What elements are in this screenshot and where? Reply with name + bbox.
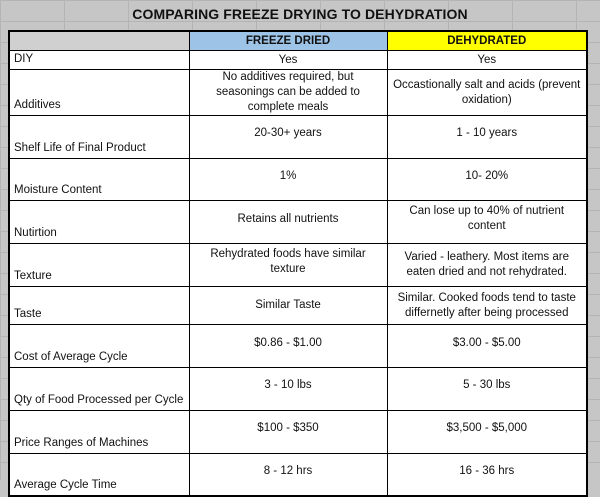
comparison-table: FREEZE DRIED DEHYDRATED DIY Yes Yes Addi… bbox=[8, 30, 588, 497]
dehydrated-header: DEHYDRATED bbox=[386, 30, 588, 51]
row-label: Nutirtion bbox=[8, 200, 190, 245]
freeze-dried-cell: 3 - 10 lbs bbox=[188, 367, 388, 411]
freeze-dried-cell: No additives required, but seasonings ca… bbox=[188, 69, 388, 116]
table-row: Nutirtion Retains all nutrients Can lose… bbox=[8, 200, 588, 245]
dehydrated-cell: 10- 20% bbox=[386, 157, 588, 202]
dehydrated-cell: $3,500 - $5,000 bbox=[386, 409, 588, 454]
dehydrated-cell: Similar. Cooked foods tend to taste diff… bbox=[386, 285, 588, 326]
row-label: Cost of Average Cycle bbox=[8, 324, 190, 369]
table-row: Shelf Life of Final Product 20-30+ years… bbox=[8, 115, 588, 159]
freeze-dried-cell: Rehydrated foods have similar texture bbox=[188, 243, 388, 287]
dehydrated-cell: 16 - 36 hrs bbox=[386, 452, 588, 497]
row-label: Qty of Food Processed per Cycle bbox=[8, 367, 190, 411]
table-row: Moisture Content 1% 10- 20% bbox=[8, 157, 588, 202]
row-label: Texture bbox=[8, 243, 190, 287]
freeze-dried-cell: Similar Taste bbox=[188, 285, 388, 326]
row-label: Shelf Life of Final Product bbox=[8, 115, 190, 159]
header-row: FREEZE DRIED DEHYDRATED bbox=[8, 30, 588, 51]
header-blank-cell bbox=[8, 30, 190, 51]
table-row: Additives No additives required, but sea… bbox=[8, 69, 588, 116]
freeze-dried-cell: Retains all nutrients bbox=[188, 200, 388, 245]
freeze-dried-cell: Yes bbox=[188, 50, 388, 70]
table-row: Cost of Average Cycle $0.86 - $1.00 $3.0… bbox=[8, 324, 588, 369]
row-label: Price Ranges of Machines bbox=[8, 409, 190, 454]
row-label: Additives bbox=[8, 69, 190, 116]
table-row: Taste Similar Taste Similar. Cooked food… bbox=[8, 285, 588, 326]
dehydrated-cell: Yes bbox=[386, 50, 588, 70]
table-row: Price Ranges of Machines $100 - $350 $3,… bbox=[8, 409, 588, 454]
freeze-dried-cell: 20-30+ years bbox=[188, 115, 388, 159]
dehydrated-cell: Can lose up to 40% of nutrient content bbox=[386, 200, 588, 245]
table-row: Qty of Food Processed per Cycle 3 - 10 l… bbox=[8, 367, 588, 411]
dehydrated-cell: 5 - 30 lbs bbox=[386, 367, 588, 411]
freeze-dried-cell: $0.86 - $1.00 bbox=[188, 324, 388, 369]
table-row: Average Cycle Time 8 - 12 hrs 16 - 36 hr… bbox=[8, 452, 588, 497]
table-row: DIY Yes Yes bbox=[8, 50, 588, 70]
row-label: DIY bbox=[8, 50, 190, 70]
page-title: COMPARING FREEZE DRYING TO DEHYDRATION bbox=[132, 6, 468, 22]
freeze-dried-cell: $100 - $350 bbox=[188, 409, 388, 454]
freeze-dried-cell: 1% bbox=[188, 157, 388, 202]
row-label: Average Cycle Time bbox=[8, 452, 190, 497]
freeze-dried-header: FREEZE DRIED bbox=[188, 30, 388, 51]
dehydrated-cell: Occastionally salt and acids (prevent ox… bbox=[386, 69, 588, 116]
table-row: Texture Rehydrated foods have similar te… bbox=[8, 243, 588, 287]
dehydrated-cell: 1 - 10 years bbox=[386, 115, 588, 159]
dehydrated-cell: Varied - leathery. Most items are eaten … bbox=[386, 243, 588, 287]
row-label: Taste bbox=[8, 285, 190, 326]
freeze-dried-cell: 8 - 12 hrs bbox=[188, 452, 388, 497]
row-label: Moisture Content bbox=[8, 157, 190, 202]
dehydrated-cell: $3.00 - $5.00 bbox=[386, 324, 588, 369]
